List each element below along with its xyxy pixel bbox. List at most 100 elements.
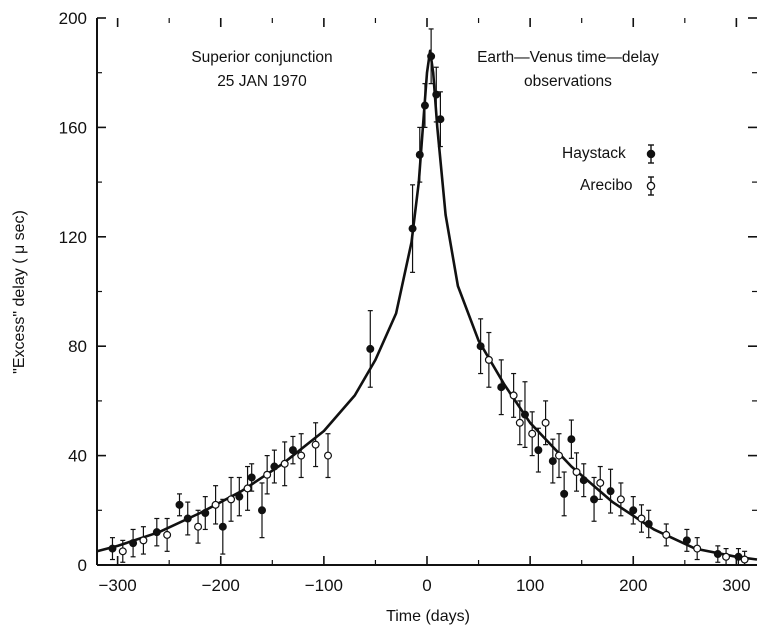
y-tick-label: 160 xyxy=(59,118,87,137)
haystack-point xyxy=(432,66,441,123)
marker xyxy=(247,473,256,482)
haystack-point xyxy=(235,476,244,517)
marker xyxy=(183,514,192,523)
marker xyxy=(427,52,436,61)
marker xyxy=(163,530,172,539)
haystack-point xyxy=(534,427,543,473)
annotation-conjunction-line1: Superior conjunction xyxy=(191,49,332,66)
haystack-point xyxy=(497,359,506,416)
y-axis-ticks: 0 40 80 120 160 200 xyxy=(59,9,757,575)
haystack-point xyxy=(366,310,375,388)
haystack-point xyxy=(606,468,615,514)
marker xyxy=(297,451,306,460)
arecibo-point xyxy=(211,485,220,525)
haystack-point xyxy=(476,318,485,375)
marker xyxy=(548,457,557,466)
model-curve xyxy=(96,49,758,561)
x-tick-label: −300 xyxy=(98,576,136,595)
marker xyxy=(740,555,749,564)
arecibo-point xyxy=(324,433,333,479)
haystack-point xyxy=(415,126,424,183)
arecibo-point xyxy=(139,526,148,555)
marker xyxy=(118,547,127,556)
arecibo-point xyxy=(263,455,272,495)
haystack-point xyxy=(436,91,445,148)
marker xyxy=(311,440,320,449)
marker xyxy=(415,150,424,159)
marker xyxy=(515,418,524,427)
haystack-point xyxy=(270,449,279,484)
haystack-point xyxy=(548,438,557,484)
marker xyxy=(554,451,563,460)
arecibo-point xyxy=(227,476,236,522)
data-points xyxy=(108,28,749,566)
arecibo-point xyxy=(662,523,671,547)
marker xyxy=(432,90,441,99)
haystack-point xyxy=(629,496,638,525)
y-axis-label: "Excess" delay ( μ sec) xyxy=(11,210,28,374)
marker xyxy=(258,506,267,515)
marker xyxy=(408,224,417,233)
annotation-conjunction-line2: 25 JAN 1970 xyxy=(217,73,307,90)
haystack-point xyxy=(218,498,227,555)
x-tick-label: −100 xyxy=(305,576,343,595)
marker xyxy=(596,478,605,487)
legend-marker-dot xyxy=(646,181,656,191)
y-tick-label: 200 xyxy=(59,9,87,28)
marker xyxy=(280,459,289,468)
marker xyxy=(534,446,543,455)
haystack-point xyxy=(201,496,210,531)
marker xyxy=(263,470,272,479)
marker xyxy=(520,410,529,419)
marker xyxy=(175,500,184,509)
marker xyxy=(243,484,252,493)
haystack-point xyxy=(520,381,529,448)
annotation-observations-line1: Earth—Venus time—delay xyxy=(477,49,659,66)
arecibo-point xyxy=(280,441,289,487)
marker xyxy=(194,522,203,531)
legend-marker-arecibo xyxy=(646,176,656,196)
marker xyxy=(682,536,691,545)
marker xyxy=(616,495,625,504)
arecibo-point xyxy=(541,400,550,446)
arecibo-point xyxy=(509,372,518,418)
x-tick-label: 100 xyxy=(516,576,544,595)
arecibo-point xyxy=(243,465,252,511)
marker xyxy=(366,344,375,353)
marker xyxy=(484,355,493,364)
haystack-point xyxy=(713,545,722,563)
marker xyxy=(139,536,148,545)
marker xyxy=(324,451,333,460)
marker xyxy=(497,383,506,392)
marker xyxy=(235,492,244,501)
haystack-point xyxy=(427,28,436,85)
arecibo-point xyxy=(528,411,537,457)
marker xyxy=(606,487,615,496)
marker xyxy=(722,552,731,561)
arecibo-point xyxy=(596,465,605,500)
arecibo-point xyxy=(118,539,127,563)
marker xyxy=(572,468,581,477)
legend-label-haystack: Haystack xyxy=(562,145,626,162)
haystack-point xyxy=(408,184,417,273)
haystack-point xyxy=(560,471,569,517)
y-tick-label: 80 xyxy=(68,337,87,356)
x-tick-label: −200 xyxy=(202,576,240,595)
arecibo-point xyxy=(554,433,563,479)
haystack-point xyxy=(579,463,588,498)
marker xyxy=(590,495,599,504)
haystack-point xyxy=(682,528,691,552)
model-curve-path xyxy=(96,49,758,561)
marker xyxy=(129,539,138,548)
arecibo-point xyxy=(297,433,306,479)
legend: Haystack Arecibo xyxy=(562,144,656,196)
y-tick-label: 0 xyxy=(78,556,87,575)
y-tick-label: 120 xyxy=(59,228,87,247)
x-tick-label: 0 xyxy=(422,576,431,595)
haystack-point xyxy=(590,476,599,522)
haystack-point xyxy=(175,493,184,517)
arecibo-point xyxy=(515,400,524,446)
marker xyxy=(509,391,518,400)
marker xyxy=(288,446,297,455)
